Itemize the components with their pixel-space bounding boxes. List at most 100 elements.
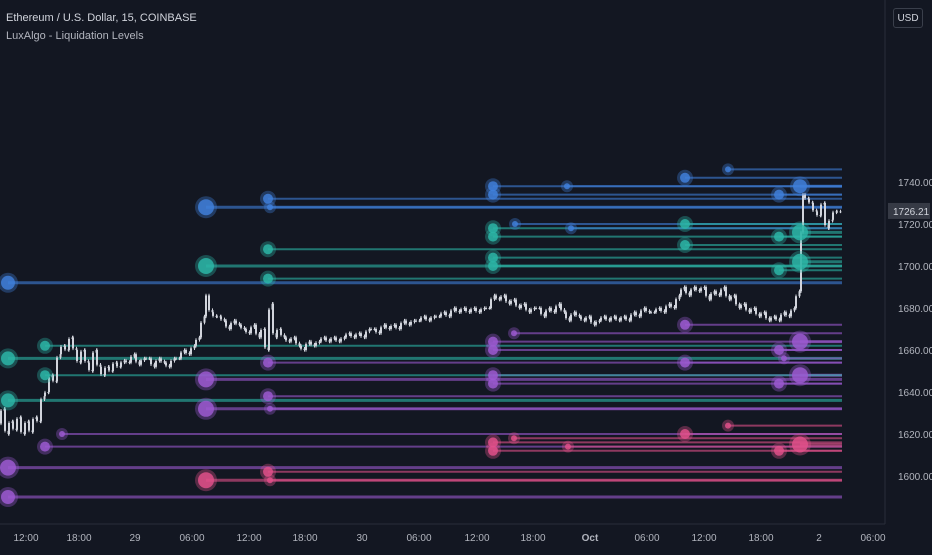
candle-body-88 bbox=[88, 362, 90, 370]
currency-button[interactable]: USD bbox=[893, 8, 923, 28]
candle-body-8 bbox=[8, 422, 10, 434]
liquidation-marker-59 bbox=[198, 472, 214, 489]
candle-body-725 bbox=[725, 287, 727, 296]
candle-body-650 bbox=[650, 312, 652, 314]
candle-body-174 bbox=[173, 358, 176, 361]
candle-body-580 bbox=[580, 316, 582, 320]
candle-body-60 bbox=[60, 346, 62, 355]
liquidation-marker-23 bbox=[774, 265, 784, 276]
candle-body-295 bbox=[295, 337, 297, 344]
x-tick-2: 29 bbox=[129, 533, 141, 544]
x-tick-8: 12:00 bbox=[464, 533, 489, 544]
candle-body-529 bbox=[528, 309, 531, 313]
candle-body-634 bbox=[633, 312, 636, 315]
candle-body-394 bbox=[393, 324, 396, 327]
candle-body-4 bbox=[4, 408, 6, 431]
candle-body-200 bbox=[200, 322, 202, 338]
candle-body-714 bbox=[713, 291, 716, 294]
candle-body-780 bbox=[780, 314, 782, 321]
liquidation-marker-37 bbox=[488, 370, 498, 381]
candle-body-785 bbox=[785, 312, 787, 316]
candle-body-160 bbox=[160, 358, 162, 362]
candle-body-690 bbox=[690, 289, 692, 296]
candle-body-534 bbox=[533, 308, 536, 310]
liquidation-marker-18 bbox=[263, 244, 273, 255]
candle-body-639 bbox=[638, 315, 641, 317]
y-tick-1740: 1740.00 bbox=[898, 178, 932, 189]
candle-body-330 bbox=[330, 338, 332, 342]
candle-body-250 bbox=[250, 327, 252, 334]
candle-body-540 bbox=[540, 308, 542, 314]
candle-body-624 bbox=[623, 316, 626, 318]
candle-body-120 bbox=[120, 362, 122, 367]
liquidation-marker-2 bbox=[488, 181, 498, 192]
candle-body-415 bbox=[415, 320, 417, 322]
candle-body-710 bbox=[710, 293, 712, 300]
candle-body-549 bbox=[548, 308, 551, 311]
liquidation-marker-35 bbox=[263, 357, 273, 368]
liquidation-marker-55 bbox=[488, 445, 498, 456]
candle-body-604 bbox=[603, 316, 606, 318]
indicator-title: LuxAlgo - Liquidation Levels bbox=[6, 30, 144, 42]
candle-body-155 bbox=[155, 360, 157, 367]
liquidation-marker-34 bbox=[781, 355, 787, 362]
candle-body-320 bbox=[320, 338, 322, 342]
candle-body-515 bbox=[515, 299, 517, 306]
candle-body-349 bbox=[348, 333, 351, 335]
candle-body-289 bbox=[288, 340, 291, 342]
x-tick-0: 12:00 bbox=[13, 533, 38, 544]
candle-body-329 bbox=[328, 340, 331, 342]
liquidation-marker-16 bbox=[774, 231, 784, 242]
candle-body-590 bbox=[590, 316, 592, 323]
candle-body-770 bbox=[770, 317, 772, 321]
candle-body-370 bbox=[370, 329, 372, 330]
candle-body-440 bbox=[440, 313, 442, 317]
candle-body-630 bbox=[630, 314, 632, 321]
liquidation-lines bbox=[8, 168, 842, 499]
liquidation-markers bbox=[0, 163, 811, 507]
liquidation-marker-56 bbox=[774, 445, 784, 456]
candle-body-135 bbox=[135, 354, 137, 362]
candle-body-260 bbox=[260, 330, 262, 338]
candle-body-499 bbox=[498, 298, 501, 300]
liquidation-marker-14 bbox=[792, 224, 808, 241]
candle-body-749 bbox=[748, 309, 751, 313]
candle-body-32 bbox=[32, 419, 34, 432]
candle-body-539 bbox=[538, 308, 541, 309]
candle-body-520 bbox=[520, 305, 522, 308]
candle-body-490 bbox=[490, 299, 492, 308]
candle-body-268 bbox=[268, 309, 270, 350]
liquidation-marker-42 bbox=[774, 378, 784, 389]
liquidation-marker-8 bbox=[198, 199, 214, 216]
candle-body-92 bbox=[92, 352, 94, 371]
liquidation-marker-51 bbox=[488, 437, 498, 448]
candle-body-802 bbox=[802, 194, 804, 233]
candle-body-595 bbox=[595, 321, 597, 325]
candle-body-629 bbox=[628, 319, 631, 321]
liquidation-marker-44 bbox=[1, 393, 15, 408]
candle-body-220 bbox=[220, 316, 222, 320]
candle-body-689 bbox=[688, 292, 691, 296]
candle-body-28 bbox=[28, 421, 30, 431]
candle-body-675 bbox=[675, 299, 677, 308]
liquidation-marker-46 bbox=[267, 405, 273, 412]
liquidation-marker-3 bbox=[564, 183, 570, 190]
liquidation-marker-15 bbox=[488, 231, 498, 242]
candle-body-755 bbox=[755, 308, 757, 314]
candle-body-449 bbox=[448, 315, 451, 317]
candle-body-674 bbox=[673, 306, 676, 308]
liquidation-marker-19 bbox=[488, 252, 498, 263]
candle-body-434 bbox=[433, 316, 436, 318]
candle-body-474 bbox=[473, 308, 476, 310]
liquidation-marker-39 bbox=[40, 370, 50, 381]
candle-body-179 bbox=[178, 358, 181, 360]
liquidation-marker-32 bbox=[774, 345, 784, 355]
candle-body-444 bbox=[443, 312, 446, 314]
x-tick-13: 18:00 bbox=[748, 533, 773, 544]
candle-body-154 bbox=[153, 364, 156, 367]
candle-body-405 bbox=[405, 320, 407, 324]
candle-body-505 bbox=[505, 295, 507, 302]
candle-body-315 bbox=[315, 342, 317, 346]
